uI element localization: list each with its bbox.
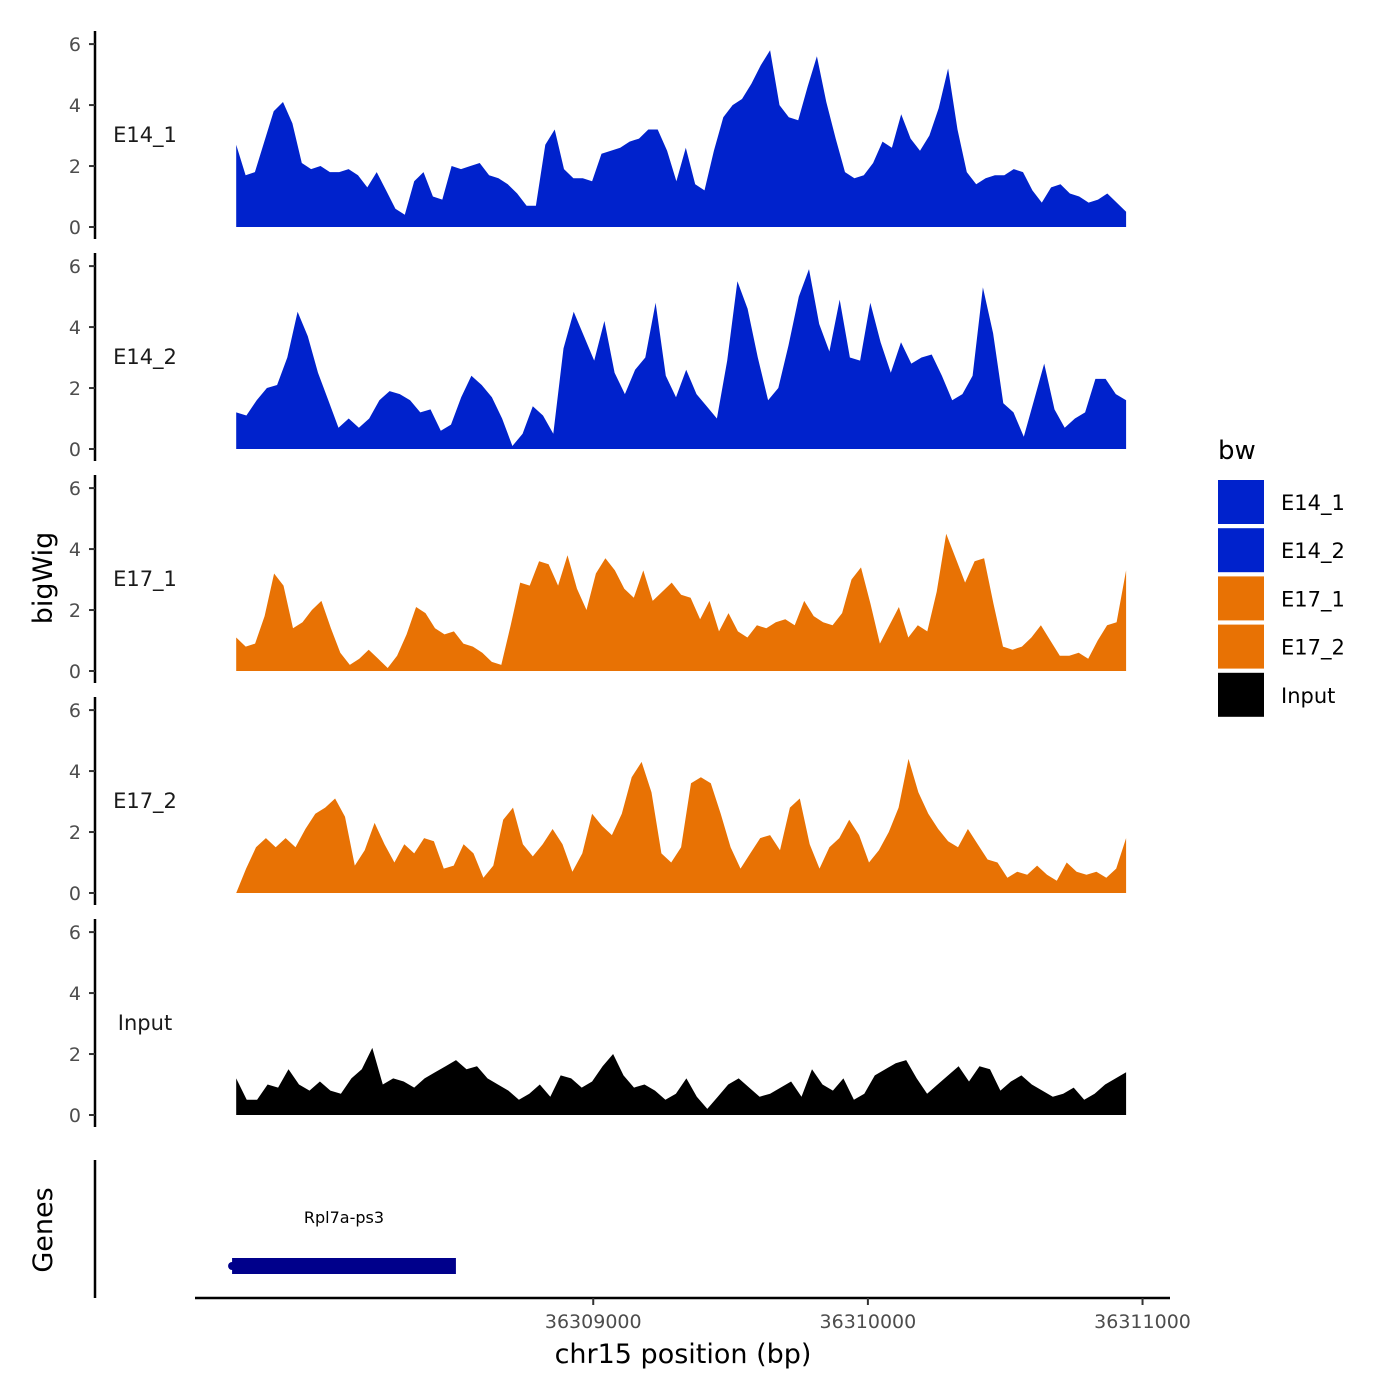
x-axis: 36309000 36310000 36311000 [195,1296,1191,1333]
y-tick-label: 4 [69,983,81,1005]
track-label: E17_1 [113,567,177,592]
gene-strand-marker [228,1262,237,1270]
x-axis-title: chr15 position (bp) [555,1339,812,1370]
x-tick-label: 36311000 [1094,1311,1191,1333]
y-tick-label: 4 [69,317,81,339]
track-e17-2: 0 2 4 6 E17_2 [69,697,1127,905]
y-tick-label: 2 [69,1044,81,1066]
legend-label-input: Input [1281,684,1335,708]
track-label: E17_2 [113,789,177,814]
y-tick-label: 6 [69,700,81,722]
y-tick-label: 4 [69,539,81,561]
y-tick-label: 0 [69,661,81,683]
y-tick-label: 0 [69,439,81,461]
legend-label-e14-1: E14_1 [1281,491,1345,516]
gene-label: Rpl7a-ps3 [304,1208,384,1227]
coverage-area [236,269,1127,449]
y-tick-label: 4 [69,761,81,783]
y-tick-label: 6 [69,922,81,944]
y-tick-label: 0 [69,217,81,239]
y-tick-label: 0 [69,883,81,905]
track-label: E14_1 [113,123,177,148]
y-tick-label: 0 [69,1105,81,1127]
genes-panel: Rpl7a-ps3 [93,1160,456,1298]
legend-label-e17-1: E17_1 [1281,587,1345,612]
legend: bw E14_1 E14_2 E17_1 E17_2 Input [1218,436,1345,717]
legend-label-e14-2: E14_2 [1281,539,1345,564]
legend-swatch-e17-1 [1218,576,1264,621]
y-tick-label: 6 [69,478,81,500]
legend-swatch-input [1218,672,1264,717]
track-e14-2: 0 2 4 6 E14_2 [69,253,1127,461]
genes-axis-title: Genes [28,1187,59,1272]
y-tick-label: 4 [69,95,81,117]
y-tick-label: 2 [69,378,81,400]
legend-title: bw [1218,436,1256,466]
x-tick-label: 36310000 [820,1311,917,1333]
gene-body [232,1258,456,1274]
coverage-area [236,50,1127,228]
y-tick-label: 6 [69,34,81,56]
y-tick-label: 2 [69,822,81,844]
legend-swatch-e14-2 [1218,528,1264,573]
track-label: Input [118,1011,172,1035]
track-e17-1: 0 2 4 6 E17_1 [69,475,1127,683]
coverage-area [236,1047,1127,1115]
track-label: E14_2 [113,345,177,370]
legend-swatch-e14-1 [1218,480,1264,524]
legend-swatch-e17-2 [1218,624,1264,669]
coverage-tracks: 0 2 4 6 E14_1 0 2 4 6 E14_2 0 2 4 6 E17_1 0 2 4 6 E17_2 0 2 4 6… [69,31,1127,1127]
y-axis-title: bigWig [28,532,59,625]
x-tick-label: 36309000 [545,1311,642,1333]
y-tick-label: 2 [69,156,81,178]
track-input: 0 2 4 6 Input [69,919,1127,1127]
y-tick-label: 6 [69,256,81,278]
coverage-area [236,758,1127,893]
legend-label-e17-2: E17_2 [1281,636,1345,661]
coverage-area [236,533,1127,671]
y-tick-label: 2 [69,600,81,622]
track-e14-1: 0 2 4 6 E14_1 [69,31,1127,239]
